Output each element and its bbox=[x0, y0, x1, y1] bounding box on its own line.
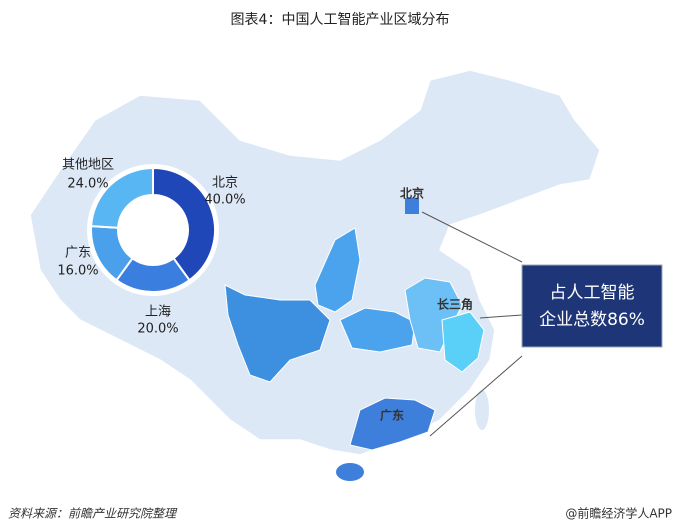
donut-segment bbox=[152, 166, 216, 282]
callout-box bbox=[521, 264, 663, 348]
zhejiang-region bbox=[441, 311, 485, 373]
guangdong-region bbox=[349, 397, 436, 451]
leader-line bbox=[429, 355, 523, 437]
map-label: 长三角 bbox=[437, 297, 473, 312]
donut-segment bbox=[90, 166, 154, 229]
donut-value-label: 20.0% bbox=[137, 322, 178, 337]
donut-value-label: 24.0% bbox=[67, 177, 108, 192]
brand: @前瞻经济学人APP bbox=[565, 506, 672, 521]
donut-label: 广东 bbox=[65, 246, 91, 261]
source: 资料来源：前瞻产业研究院整理 bbox=[8, 507, 178, 521]
sichuan-region bbox=[224, 284, 331, 383]
chart-title: 图表4：中国人工智能产业区域分布 bbox=[231, 12, 450, 28]
donut-label: 上海 bbox=[145, 305, 171, 320]
taiwan bbox=[475, 390, 489, 430]
donut-label: 北京 bbox=[212, 176, 238, 191]
beijing-region bbox=[405, 198, 419, 214]
donut-value-label: 40.0% bbox=[204, 193, 245, 208]
map-label: 北京 bbox=[400, 186, 424, 201]
map-label: 广东 bbox=[380, 408, 404, 423]
leader-line bbox=[479, 314, 523, 319]
callout-text: 企业总数86% bbox=[539, 310, 645, 330]
callout-text: 占人工智能 bbox=[550, 283, 635, 303]
donut-label: 其他地区 bbox=[62, 158, 114, 173]
shaanxi-region bbox=[314, 227, 361, 313]
leader-line bbox=[421, 211, 523, 263]
donut-value-label: 16.0% bbox=[57, 264, 98, 279]
hainan bbox=[336, 463, 364, 481]
